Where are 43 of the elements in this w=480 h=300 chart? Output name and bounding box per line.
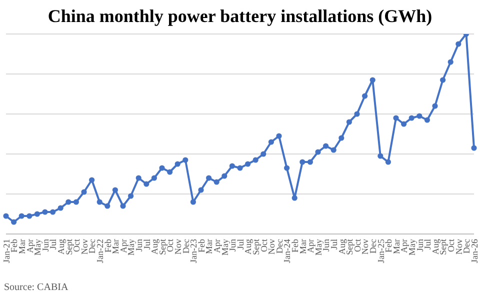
x-tick-label: Dec [368, 239, 378, 254]
x-tick-label: Dec [180, 239, 191, 254]
x-tick-label: Feb [290, 238, 300, 252]
x-tick-label: Mar [298, 239, 308, 254]
x-tick-label: Nov [79, 238, 90, 254]
x-tick-label: Jan-22 [94, 239, 105, 263]
x-tick-label: Jan-23 [188, 238, 199, 263]
x-tick-label: Apr [118, 239, 128, 253]
x-tick-label: Jan-24 [282, 238, 292, 263]
x-tick-label: Dec [462, 239, 472, 254]
x-tick-label: Aug [150, 238, 160, 254]
x-tick-label: Nov [172, 238, 183, 254]
x-tick-label: Mar [110, 239, 121, 254]
x-tick-label: Apr [24, 239, 35, 253]
x-tick-label: Feb [102, 238, 113, 252]
x-tick-label: Apr [212, 239, 222, 253]
x-tick-label: Jul [328, 238, 339, 250]
x-tick-label: Dec [274, 239, 284, 254]
x-tick-label: Jul [422, 238, 433, 250]
x-tick-label: Mar [391, 239, 402, 254]
x-tick-label: Jul [235, 238, 246, 250]
x-tick-label: Jan-26 [469, 238, 480, 263]
x-tick-label: Nov [266, 238, 277, 254]
x-tick-label: Mar [204, 239, 214, 254]
x-tick-label: Aug [430, 238, 440, 254]
source-note: Source: CABIA [4, 282, 68, 293]
x-tick-label: Feb [9, 238, 20, 252]
x-tick-label: Aug [56, 238, 66, 254]
x-tick-label: Apr [306, 239, 316, 253]
x-tick-label: Nov [360, 238, 370, 254]
x-tick-label: Feb [196, 238, 206, 252]
x-tick-label: Apr [399, 239, 410, 253]
x-tick-label: Aug [336, 238, 347, 254]
x-tick-label: Mar [16, 239, 27, 254]
x-tick-label: Jul [142, 238, 152, 250]
chart-title: China monthly power battery installations (GWh) [46, 6, 434, 28]
x-tick-label: Dec [87, 239, 98, 254]
x-tick-label: Nov [454, 238, 464, 254]
x-tick-label: Jul [48, 238, 58, 250]
x-tick-label: Jan-21 [1, 239, 12, 263]
x-tick-label: Jan-25 [376, 238, 386, 263]
x-tick-label: Feb [384, 238, 394, 252]
x-tick-label: Aug [243, 238, 254, 254]
